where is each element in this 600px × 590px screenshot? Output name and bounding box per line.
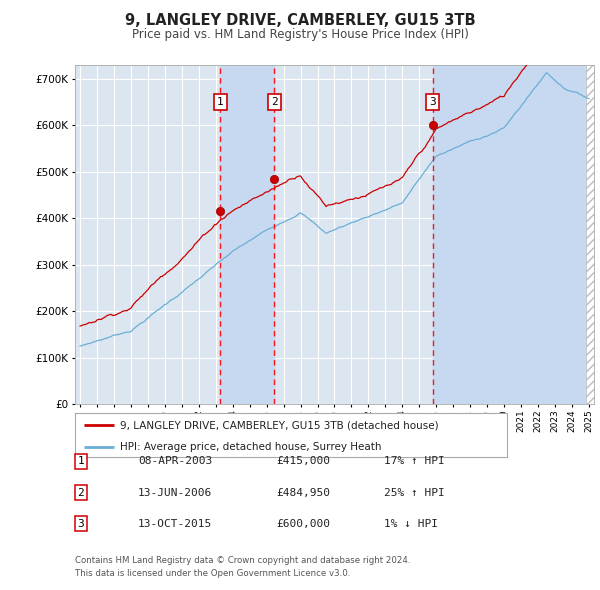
Text: £415,000: £415,000 (276, 457, 330, 466)
Text: £600,000: £600,000 (276, 519, 330, 529)
Text: 2: 2 (77, 488, 85, 497)
Text: HPI: Average price, detached house, Surrey Heath: HPI: Average price, detached house, Surr… (121, 442, 382, 451)
Text: 3: 3 (429, 97, 436, 107)
Bar (433, 65, 586, 404)
Text: 1: 1 (77, 457, 85, 466)
Text: 08-APR-2003: 08-APR-2003 (138, 457, 212, 466)
Text: Contains HM Land Registry data © Crown copyright and database right 2024.
This d: Contains HM Land Registry data © Crown c… (75, 556, 410, 578)
Text: 25% ↑ HPI: 25% ↑ HPI (384, 488, 445, 497)
Text: 1% ↓ HPI: 1% ↓ HPI (384, 519, 438, 529)
Text: 2: 2 (271, 97, 278, 107)
Text: 3: 3 (77, 519, 85, 529)
Text: 13-OCT-2015: 13-OCT-2015 (138, 519, 212, 529)
Bar (220, 65, 274, 404)
Text: 17% ↑ HPI: 17% ↑ HPI (384, 457, 445, 466)
Text: 1: 1 (217, 97, 224, 107)
Text: Price paid vs. HM Land Registry's House Price Index (HPI): Price paid vs. HM Land Registry's House … (131, 28, 469, 41)
Text: 9, LANGLEY DRIVE, CAMBERLEY, GU15 3TB (detached house): 9, LANGLEY DRIVE, CAMBERLEY, GU15 3TB (d… (121, 421, 439, 430)
Text: £484,950: £484,950 (276, 488, 330, 497)
Text: 9, LANGLEY DRIVE, CAMBERLEY, GU15 3TB: 9, LANGLEY DRIVE, CAMBERLEY, GU15 3TB (125, 13, 475, 28)
Text: 13-JUN-2006: 13-JUN-2006 (138, 488, 212, 497)
